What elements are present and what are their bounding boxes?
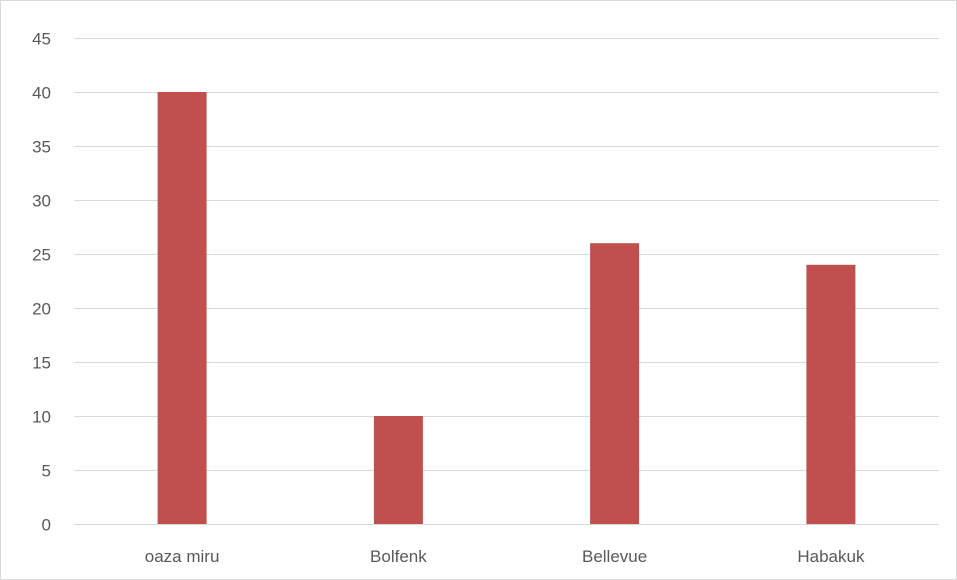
y-tick-label: 10 bbox=[32, 408, 51, 427]
x-tick-label: Bolfenk bbox=[370, 547, 427, 566]
y-tick-label: 40 bbox=[32, 84, 51, 103]
y-tick-label: 5 bbox=[42, 462, 51, 481]
bar-bolfenk bbox=[373, 416, 423, 524]
bar-habakuk bbox=[806, 264, 856, 524]
bar-bellevue bbox=[590, 243, 640, 524]
x-tick-label: Bellevue bbox=[582, 547, 647, 566]
y-tick-label: 0 bbox=[42, 516, 51, 535]
x-axis-tick-labels: oaza miru Bolfenk Bellevue Habakuk bbox=[145, 547, 865, 566]
y-tick-label: 25 bbox=[32, 246, 51, 265]
gridlines bbox=[74, 38, 939, 525]
y-axis-tick-labels: 0 5 10 15 20 25 30 35 40 45 bbox=[32, 30, 51, 535]
x-tick-label: oaza miru bbox=[145, 547, 220, 566]
bar-oaza-miru bbox=[157, 92, 207, 524]
y-tick-label: 35 bbox=[32, 138, 51, 157]
x-tick-label: Habakuk bbox=[797, 547, 865, 566]
y-tick-label: 45 bbox=[32, 30, 51, 49]
bars bbox=[157, 92, 856, 524]
y-tick-label: 30 bbox=[32, 192, 51, 211]
y-tick-label: 20 bbox=[32, 300, 51, 319]
y-tick-label: 15 bbox=[32, 354, 51, 373]
